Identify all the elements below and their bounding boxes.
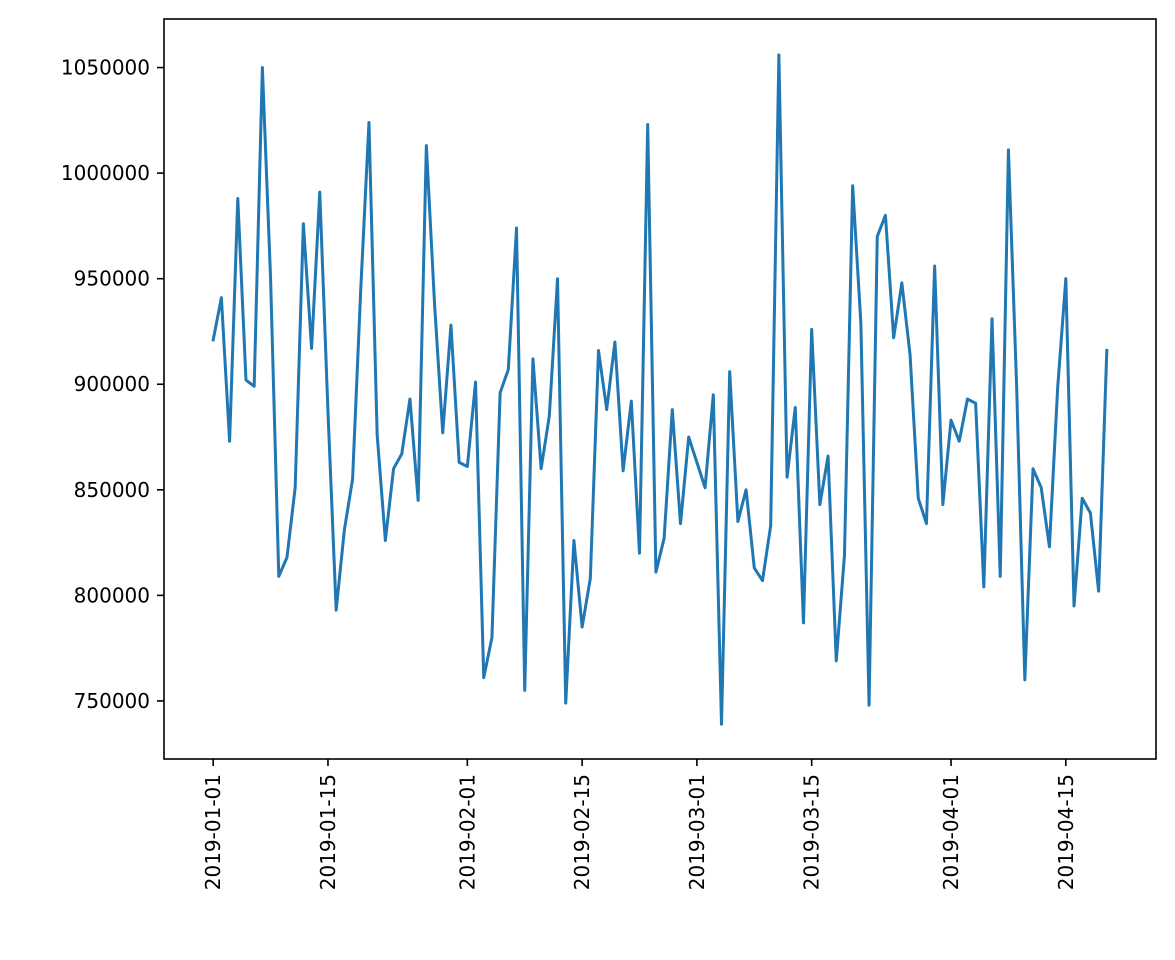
y-tick-label: 800000 — [74, 583, 150, 607]
x-tick-label: 2019-02-15 — [570, 774, 594, 890]
y-tick-label: 1000000 — [61, 161, 150, 185]
x-tick-label: 2019-02-01 — [455, 774, 479, 890]
plot-area — [211, 53, 1109, 726]
x-axis: 2019-01-01 2019-01-15 2019-02-01 2019-02-15… — [201, 759, 1078, 890]
x-tick-label: 2019-01-01 — [201, 774, 225, 890]
y-tick-label: 750000 — [74, 689, 150, 713]
y-tick-label: 1050000 — [61, 56, 150, 80]
series-line — [211, 53, 1109, 726]
y-tick-label: 950000 — [74, 267, 150, 291]
y-axis: 750000 800000 850000 900000 950000 1000000 105… — [61, 56, 164, 713]
y-tick-label: 850000 — [74, 478, 150, 502]
x-tick-label: 2019-03-01 — [685, 774, 709, 890]
axes-frame — [163, 18, 1157, 760]
x-tick-label: 2019-01-15 — [316, 774, 340, 890]
x-tick-label: 2019-03-15 — [800, 774, 824, 890]
y-tick-label: 900000 — [74, 372, 150, 396]
x-tick-label: 2019-04-15 — [1054, 774, 1078, 890]
x-tick-label: 2019-04-01 — [939, 774, 963, 890]
